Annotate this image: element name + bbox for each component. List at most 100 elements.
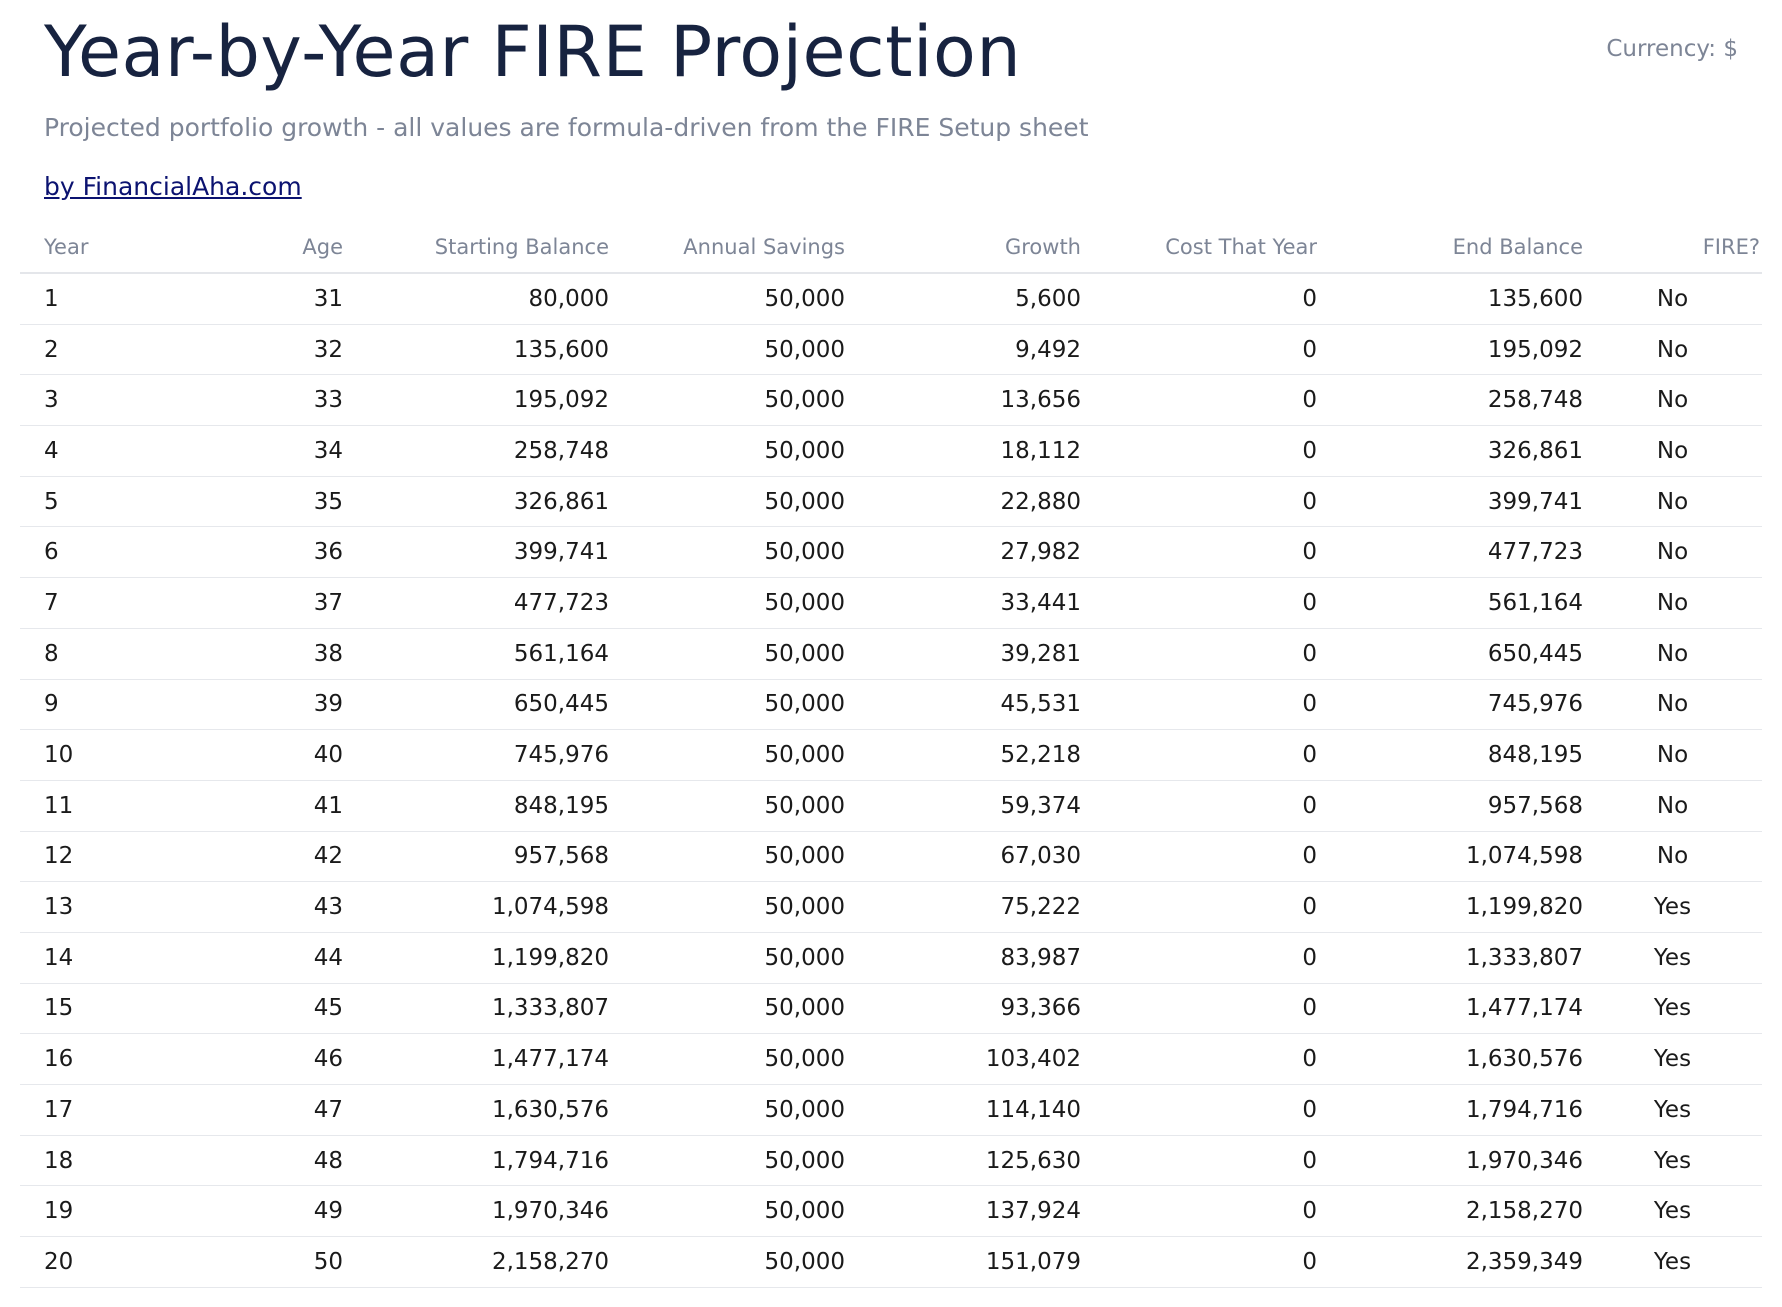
starting-balance-cell: 1,630,576 — [343, 1084, 609, 1136]
starting-balance-cell: 80,000 — [343, 273, 609, 325]
year-cell: 15 — [20, 983, 180, 1035]
brand-link[interactable]: by FinancialAha.com — [44, 172, 302, 201]
age-cell: 47 — [180, 1084, 343, 1136]
fire-status-cell: No — [1583, 273, 1762, 325]
end-balance-cell: 2,158,270 — [1317, 1185, 1583, 1238]
growth-cell: 13,656 — [845, 374, 1081, 427]
age-cell: 39 — [180, 679, 343, 731]
table-row: 16 46 1,477,174 50,000 103,402 0 1,630,576 Yes — [20, 1033, 1762, 1085]
fire-status-cell: No — [1583, 679, 1762, 731]
cost-that-year-cell: 0 — [1081, 679, 1317, 731]
cost-that-year-cell: 0 — [1081, 324, 1317, 376]
col-header-growth: Growth — [845, 222, 1081, 274]
starting-balance-cell: 2,158,270 — [343, 1236, 609, 1288]
age-cell: 31 — [180, 273, 343, 325]
cost-that-year-cell: 0 — [1081, 425, 1317, 477]
col-header-end-balance: End Balance — [1317, 222, 1583, 274]
growth-cell: 9,492 — [845, 324, 1081, 376]
fire-status-cell: Yes — [1583, 1236, 1762, 1288]
cost-that-year-cell: 0 — [1081, 1236, 1317, 1288]
annual-savings-cell: 50,000 — [609, 324, 845, 376]
cost-that-year-cell: 0 — [1081, 476, 1317, 528]
year-cell: 17 — [20, 1084, 180, 1136]
growth-cell: 22,880 — [845, 476, 1081, 528]
end-balance-cell: 1,477,174 — [1317, 983, 1583, 1035]
end-balance-cell: 1,199,820 — [1317, 881, 1583, 933]
starting-balance-cell: 258,748 — [343, 425, 609, 477]
page-title: Year-by-Year FIRE Projection — [44, 11, 1022, 93]
year-cell: 20 — [20, 1236, 180, 1288]
fire-status-cell: No — [1583, 526, 1762, 579]
cost-that-year-cell: 0 — [1081, 526, 1317, 579]
annual-savings-cell: 50,000 — [609, 526, 845, 579]
table-body: 1 31 80,000 50,000 5,600 0 135,600 No 2 32 135,600… — [20, 273, 1762, 1288]
cost-that-year-cell: 0 — [1081, 831, 1317, 883]
starting-balance-cell: 957,568 — [343, 831, 609, 883]
table-row: 9 39 650,445 50,000 45,531 0 745,976 No — [20, 679, 1762, 731]
age-cell: 33 — [180, 374, 343, 427]
table-row: 8 38 561,164 50,000 39,281 0 650,445 No — [20, 628, 1762, 680]
fire-status-cell: No — [1583, 577, 1762, 629]
year-cell: 8 — [20, 628, 180, 680]
end-balance-cell: 195,092 — [1317, 324, 1583, 376]
year-cell: 7 — [20, 577, 180, 629]
fire-status-cell: No — [1583, 831, 1762, 883]
year-cell: 16 — [20, 1033, 180, 1085]
growth-cell: 52,218 — [845, 729, 1081, 781]
end-balance-cell: 848,195 — [1317, 729, 1583, 781]
age-cell: 43 — [180, 881, 343, 933]
age-cell: 48 — [180, 1135, 343, 1187]
annual-savings-cell: 50,000 — [609, 374, 845, 427]
end-balance-cell: 650,445 — [1317, 628, 1583, 680]
table-row: 19 49 1,970,346 50,000 137,924 0 2,158,270 Yes — [20, 1185, 1762, 1238]
table-row: 17 47 1,630,576 50,000 114,140 0 1,794,716 Yes — [20, 1084, 1762, 1136]
starting-balance-cell: 650,445 — [343, 679, 609, 731]
table-row: 12 42 957,568 50,000 67,030 0 1,074,598 No — [20, 831, 1762, 883]
starting-balance-cell: 1,794,716 — [343, 1135, 609, 1187]
growth-cell: 151,079 — [845, 1236, 1081, 1288]
age-cell: 44 — [180, 932, 343, 984]
col-header-year: Year — [20, 222, 180, 274]
starting-balance-cell: 848,195 — [343, 780, 609, 832]
end-balance-cell: 1,970,346 — [1317, 1135, 1583, 1187]
annual-savings-cell: 50,000 — [609, 476, 845, 528]
annual-savings-cell: 50,000 — [609, 1033, 845, 1085]
growth-cell: 114,140 — [845, 1084, 1081, 1136]
starting-balance-cell: 1,970,346 — [343, 1185, 609, 1238]
end-balance-cell: 477,723 — [1317, 526, 1583, 579]
cost-that-year-cell: 0 — [1081, 1084, 1317, 1136]
year-cell: 13 — [20, 881, 180, 933]
year-cell: 2 — [20, 324, 180, 376]
starting-balance-cell: 1,333,807 — [343, 983, 609, 1035]
end-balance-cell: 561,164 — [1317, 577, 1583, 629]
table-row: 2 32 135,600 50,000 9,492 0 195,092 No — [20, 324, 1762, 376]
year-cell: 5 — [20, 476, 180, 528]
age-cell: 49 — [180, 1185, 343, 1238]
cost-that-year-cell: 0 — [1081, 729, 1317, 781]
end-balance-cell: 957,568 — [1317, 780, 1583, 832]
annual-savings-cell: 50,000 — [609, 577, 845, 629]
starting-balance-cell: 399,741 — [343, 526, 609, 579]
age-cell: 32 — [180, 324, 343, 376]
cost-that-year-cell: 0 — [1081, 273, 1317, 325]
cost-that-year-cell: 0 — [1081, 1185, 1317, 1238]
end-balance-cell: 1,794,716 — [1317, 1084, 1583, 1136]
age-cell: 40 — [180, 729, 343, 781]
year-cell: 12 — [20, 831, 180, 883]
end-balance-cell: 1,630,576 — [1317, 1033, 1583, 1085]
cost-that-year-cell: 0 — [1081, 577, 1317, 629]
annual-savings-cell: 50,000 — [609, 932, 845, 984]
cost-that-year-cell: 0 — [1081, 780, 1317, 832]
growth-cell: 33,441 — [845, 577, 1081, 629]
table-row: 1 31 80,000 50,000 5,600 0 135,600 No — [20, 273, 1762, 325]
projection-table: Year Age Starting Balance Annual Savings… — [20, 222, 1762, 1288]
year-cell: 18 — [20, 1135, 180, 1187]
fire-status-cell: No — [1583, 476, 1762, 528]
cost-that-year-cell: 0 — [1081, 932, 1317, 984]
cost-that-year-cell: 0 — [1081, 1033, 1317, 1085]
fire-status-cell: No — [1583, 425, 1762, 477]
table-row: 15 45 1,333,807 50,000 93,366 0 1,477,174 Yes — [20, 983, 1762, 1035]
table-row: 5 35 326,861 50,000 22,880 0 399,741 No — [20, 476, 1762, 528]
table-row: 20 50 2,158,270 50,000 151,079 0 2,359,349 Yes — [20, 1236, 1762, 1288]
fire-status-cell: No — [1583, 780, 1762, 832]
